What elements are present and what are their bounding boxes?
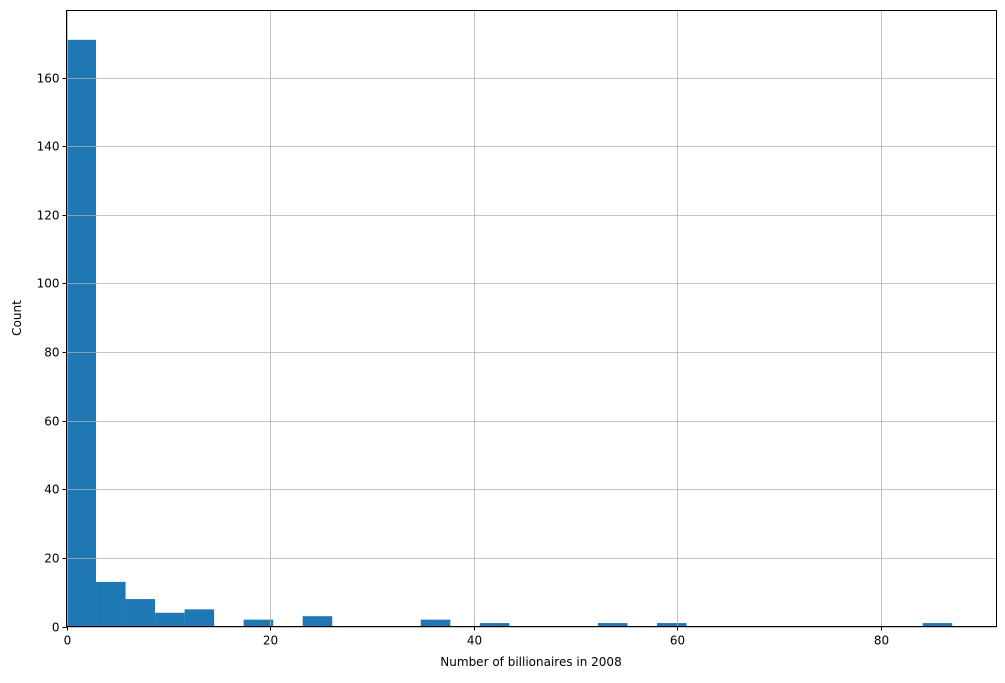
histogram-bar	[125, 599, 156, 627]
y-tick-label: 20	[44, 552, 59, 566]
histogram-bar	[66, 39, 97, 627]
histogram-bar	[243, 619, 274, 627]
plot-frame	[66, 10, 997, 627]
x-tick-label: 20	[263, 634, 278, 648]
histogram-bar	[302, 616, 333, 627]
y-tick-label: 40	[44, 483, 59, 497]
grid	[66, 10, 997, 628]
y-tick-label: 60	[44, 415, 59, 429]
histogram-bar	[656, 623, 687, 627]
bars	[66, 39, 953, 627]
x-tick-label: 80	[874, 634, 889, 648]
histogram-bar	[479, 623, 510, 627]
y-tick-label: 160	[37, 72, 60, 86]
histogram-bar	[96, 581, 126, 627]
x-axis-label: Number of billionaires in 2008	[440, 655, 621, 669]
x-tick-label: 40	[467, 634, 482, 648]
y-tick-label: 0	[52, 621, 60, 635]
y-axis-label: Count	[10, 300, 24, 336]
x-tick-label: 60	[670, 634, 685, 648]
x-tick-label: 0	[64, 634, 72, 648]
histogram-bar	[155, 612, 185, 627]
x-axis: 0 20 40 60 80	[64, 626, 889, 648]
histogram-bar	[922, 623, 953, 627]
y-tick-label: 100	[37, 277, 60, 291]
histogram-bar	[184, 609, 215, 627]
y-tick-label: 80	[44, 346, 59, 360]
y-axis: 0 20 40 60 80 100 120 140 160	[37, 72, 67, 635]
histogram-bar	[420, 619, 451, 627]
y-tick-label: 120	[37, 209, 60, 223]
histogram-bar	[597, 623, 628, 627]
y-tick-label: 140	[37, 140, 60, 154]
